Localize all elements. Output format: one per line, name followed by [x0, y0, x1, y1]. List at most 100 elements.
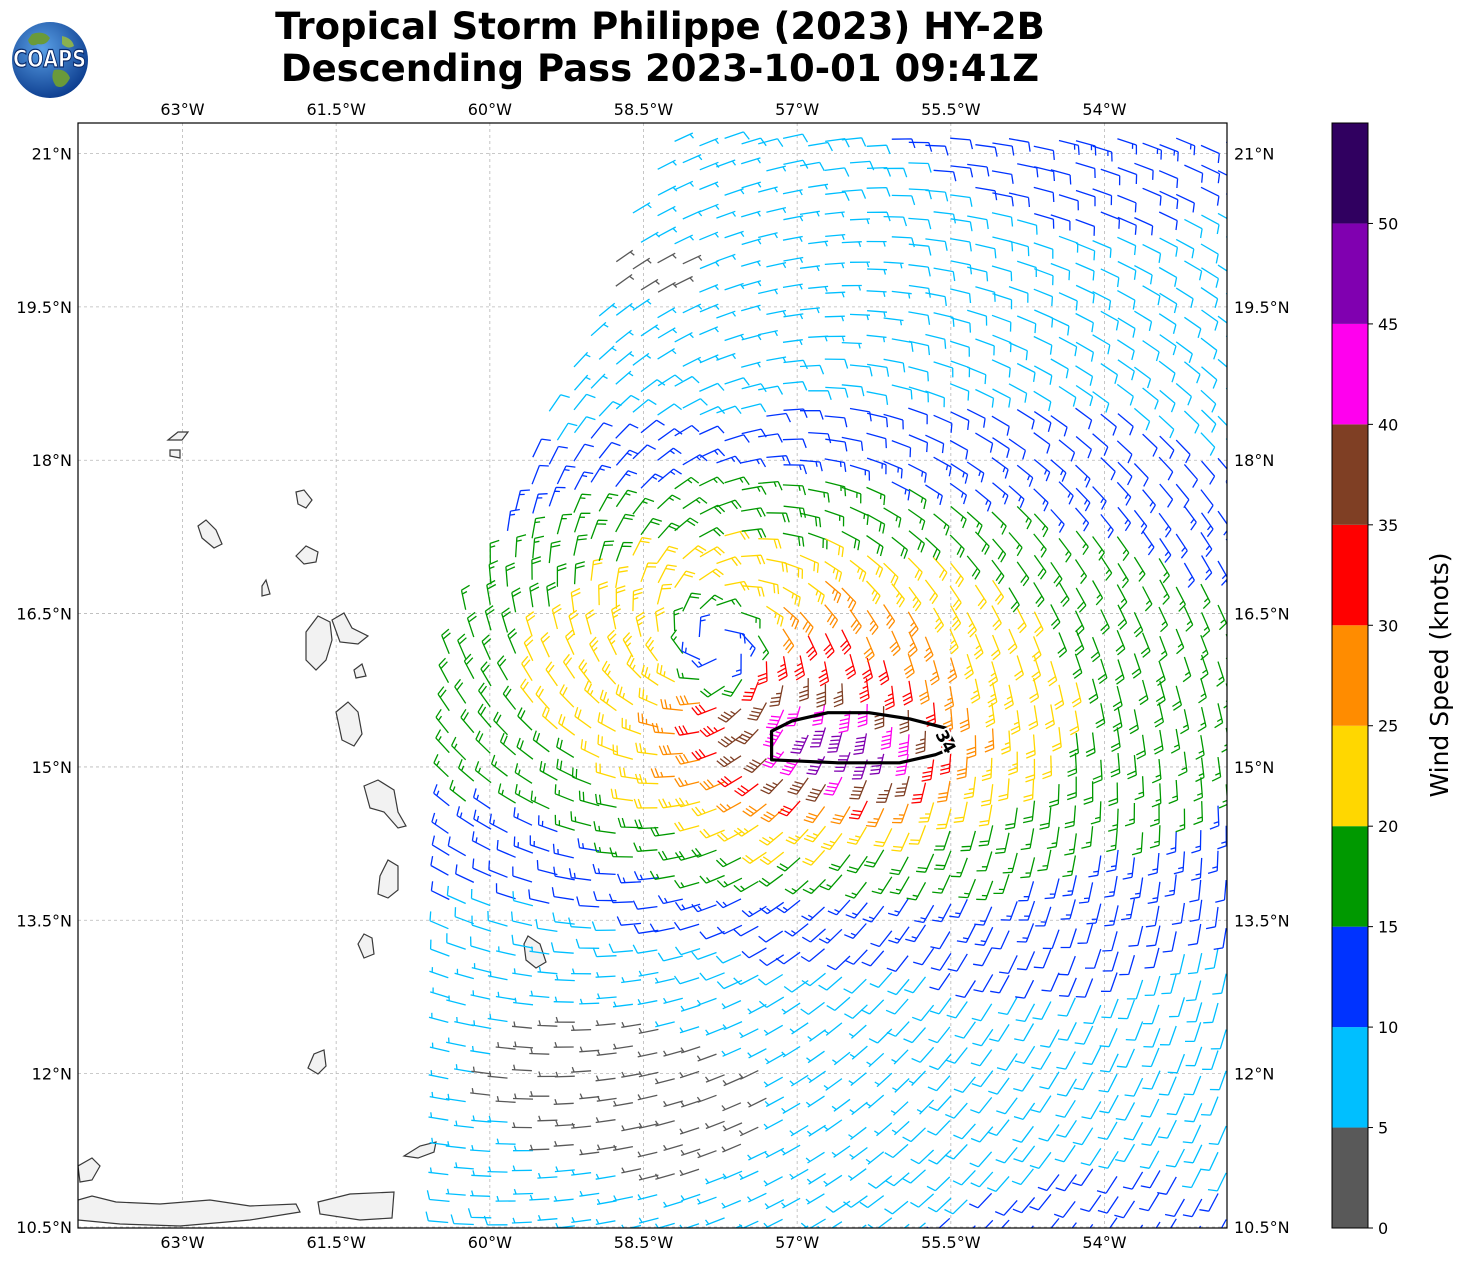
- wind-barb: [783, 359, 808, 370]
- wind-barb: [429, 1137, 450, 1146]
- wind-barb: [535, 685, 550, 710]
- wind-barb: [807, 532, 828, 550]
- wind-barb: [615, 394, 640, 410]
- wind-barb: [590, 321, 609, 337]
- wind-barb: [574, 374, 591, 391]
- wind-barb: [801, 906, 825, 922]
- wind-barb: [891, 832, 910, 852]
- wind-barb: [573, 416, 596, 434]
- wind-barb: [805, 1151, 825, 1164]
- land-island: [331, 612, 370, 645]
- wind-barb: [1033, 554, 1047, 580]
- wind-barb: [782, 628, 795, 654]
- wind-barb: [1175, 628, 1185, 655]
- wind-barb: [1215, 880, 1227, 903]
- wind-barb: [654, 1021, 675, 1028]
- wind-barb: [949, 628, 959, 655]
- wind-barb: [831, 1098, 851, 1112]
- wind-barb: [574, 471, 594, 491]
- wind-barb: [1050, 358, 1069, 379]
- wind-barb: [699, 828, 725, 839]
- wind-barb: [908, 311, 931, 325]
- wind-barb: [1092, 334, 1111, 355]
- wind-barb: [1037, 1174, 1060, 1192]
- wind-barb: [984, 728, 995, 753]
- wind-barb: [806, 1050, 825, 1064]
- wind-barb: [926, 1217, 951, 1228]
- wind-barb: [975, 286, 996, 302]
- wind-barb: [495, 946, 516, 956]
- wind-barb: [466, 611, 477, 638]
- wind-barb: [993, 874, 1010, 895]
- wind-barb: [1013, 1102, 1036, 1121]
- lon-tick-label-top: 61.5°W: [306, 100, 366, 119]
- wind-barb: [1200, 337, 1218, 360]
- wind-barb: [733, 925, 759, 937]
- wind-barb: [621, 1021, 642, 1028]
- wind-barb: [1183, 1144, 1203, 1164]
- colorbar-tick-label: 20: [1378, 817, 1398, 836]
- wind-barb: [428, 1112, 449, 1121]
- wind-barb: [724, 629, 746, 644]
- wind-barb: [807, 1070, 826, 1084]
- wind-barb: [1172, 685, 1183, 711]
- wind-barb: [818, 661, 830, 687]
- wind-barb: [428, 1167, 449, 1176]
- wind-barb: [1158, 456, 1174, 481]
- wind-barb: [680, 1100, 701, 1108]
- wind-barb: [733, 974, 759, 986]
- wind-barb: [953, 1076, 976, 1094]
- wind-barb: [945, 1047, 968, 1064]
- wind-barb: [1008, 342, 1028, 361]
- wind-barb: [895, 754, 909, 777]
- wind-barb: [487, 1115, 508, 1123]
- wind-barb: [554, 1120, 575, 1127]
- wind-barb: [529, 1194, 550, 1201]
- wind-barb: [987, 682, 998, 708]
- wind-barb: [1217, 457, 1227, 483]
- land-island: [169, 449, 181, 459]
- wind-barb: [540, 632, 551, 658]
- wind-barb: [950, 411, 970, 430]
- wind-barb: [974, 584, 987, 610]
- wind-barb: [1116, 536, 1130, 561]
- wind-barb: [1139, 1193, 1160, 1212]
- wind-barb: [806, 635, 818, 661]
- wind-barb: [766, 412, 791, 423]
- wind-barb: [425, 1211, 449, 1224]
- wind-barb: [841, 486, 862, 504]
- wind-barb: [1158, 512, 1172, 538]
- wind-barb: [956, 756, 968, 780]
- wind-barb: [433, 754, 449, 778]
- wind-barb: [680, 1004, 701, 1012]
- wind-barb: [699, 181, 720, 191]
- wind-barb: [696, 1196, 717, 1205]
- wind-barb: [489, 813, 508, 833]
- wind-barb: [903, 1027, 926, 1044]
- wind-barb: [679, 1070, 700, 1079]
- wind-barb: [950, 288, 972, 304]
- wind-barb: [782, 586, 801, 607]
- wind-barb: [487, 910, 508, 927]
- wind-barb: [933, 456, 952, 477]
- wind-barb: [831, 1145, 851, 1158]
- wind-barb: [716, 598, 742, 607]
- wind-barb: [717, 734, 743, 748]
- wind-barb: [1193, 777, 1204, 802]
- wind-barb: [933, 267, 956, 282]
- wind-barb: [925, 189, 949, 202]
- wind-barb: [925, 292, 947, 307]
- wind-barb: [889, 630, 901, 657]
- wind-barb: [847, 1168, 867, 1182]
- wind-barb: [823, 633, 835, 659]
- wind-barb: [550, 942, 574, 954]
- wind-barb: [741, 947, 767, 959]
- wind-barb: [471, 1170, 492, 1177]
- wind-barb: [556, 737, 575, 758]
- wind-barb: [758, 186, 778, 193]
- lat-tick-label-left: 12°N: [32, 1065, 72, 1084]
- wind-barb: [949, 383, 970, 401]
- wind-barb: [1074, 559, 1088, 585]
- wind-barb: [849, 364, 873, 377]
- wind-barb: [933, 557, 948, 582]
